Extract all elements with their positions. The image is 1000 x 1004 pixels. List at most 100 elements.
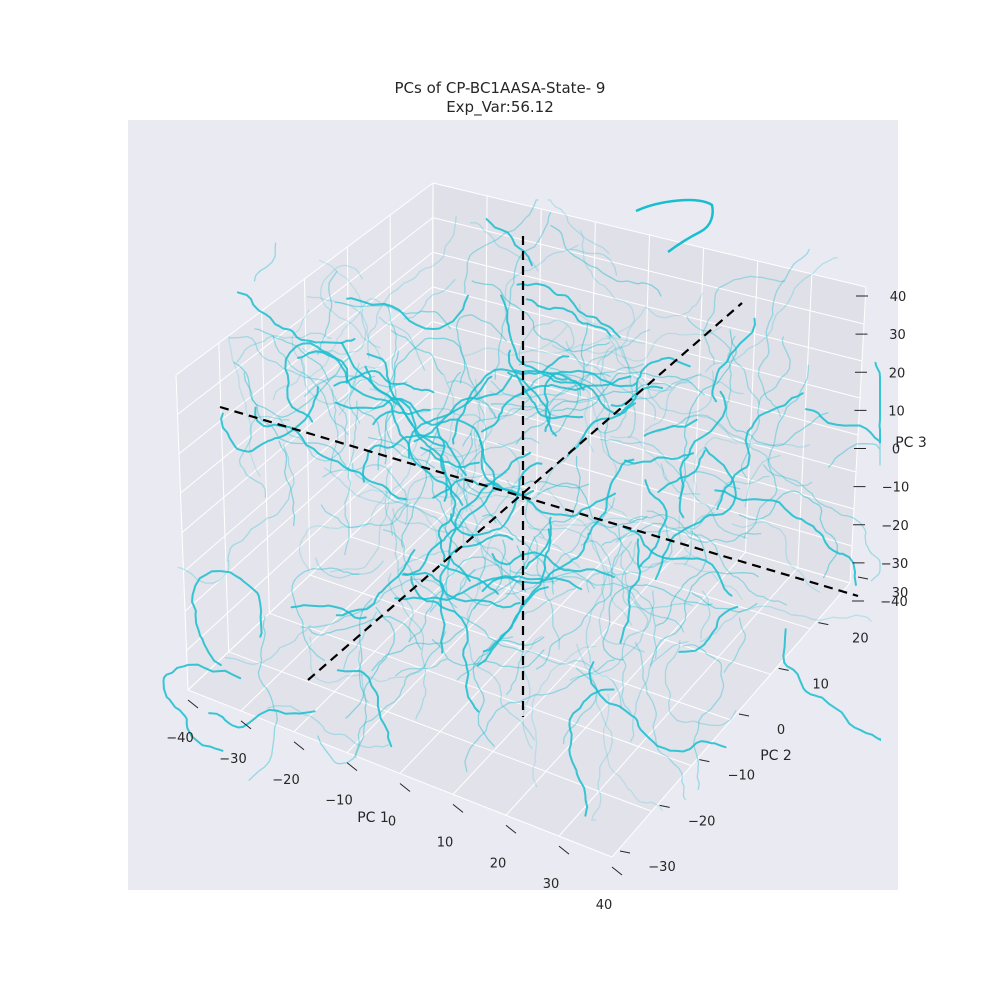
trajectory — [541, 576, 684, 633]
x-tick-mark — [505, 824, 517, 834]
trajectory — [494, 211, 552, 380]
trajectory — [272, 309, 310, 401]
trajectory — [482, 528, 552, 653]
trajectory — [699, 605, 872, 643]
trajectory — [644, 381, 693, 432]
x-tick-mark — [611, 866, 623, 876]
trajectory — [397, 443, 521, 572]
trajectory — [691, 592, 758, 613]
z-tick-label: 30 — [889, 328, 906, 343]
trajectory — [518, 360, 633, 466]
reference-axis-pc1 — [219, 405, 859, 598]
trajectory — [543, 369, 638, 437]
trajectory — [716, 392, 804, 510]
trajectory — [403, 278, 456, 320]
trajectory — [355, 631, 447, 759]
trajectory — [634, 641, 686, 801]
gridline — [346, 246, 352, 537]
trajectory — [700, 590, 711, 640]
trajectory — [468, 642, 535, 741]
trajectory — [637, 479, 668, 569]
x-tick-label: −30 — [219, 752, 246, 767]
pane-left — [176, 183, 433, 690]
trajectory — [683, 512, 715, 566]
trajectory — [782, 628, 881, 742]
y-tick-label: −10 — [728, 769, 755, 784]
trajectory — [348, 375, 376, 424]
trajectory — [569, 549, 649, 681]
trajectory — [743, 364, 809, 539]
trajectory — [628, 513, 787, 606]
trajectory — [481, 532, 590, 592]
trajectory — [315, 557, 384, 579]
trajectory — [334, 375, 513, 426]
trajectory — [507, 371, 551, 433]
x-tick-mark — [293, 741, 305, 751]
gridline — [269, 612, 692, 767]
z-axis-label: PC 3 — [895, 435, 927, 451]
trajectory — [491, 551, 615, 579]
trajectory — [644, 292, 704, 319]
trajectory — [358, 489, 438, 548]
trajectory — [395, 658, 448, 677]
trajectory — [436, 426, 457, 562]
trajectory — [731, 521, 821, 593]
trajectory — [588, 458, 635, 535]
trajectory — [298, 490, 391, 574]
trajectory — [615, 475, 770, 543]
trajectory — [550, 224, 662, 297]
trajectory — [723, 617, 746, 673]
y-tick-label: 10 — [812, 677, 829, 692]
gridline — [432, 217, 865, 325]
trajectory — [630, 640, 689, 742]
trajectory — [340, 341, 414, 426]
trajectory — [744, 454, 781, 508]
y-tick-label: −30 — [648, 860, 675, 875]
trajectory — [233, 356, 351, 418]
trajectory — [727, 335, 736, 403]
trajectory — [585, 326, 722, 362]
y-tick-label: 30 — [892, 586, 909, 601]
x-axis-label: PC 1 — [357, 810, 389, 826]
trajectory — [533, 536, 560, 650]
trajectory — [805, 361, 881, 444]
trajectory — [454, 522, 504, 579]
trajectory — [335, 549, 416, 617]
trajectory — [463, 325, 568, 357]
trajectory — [384, 337, 466, 465]
trajectory — [473, 455, 581, 610]
trajectory — [546, 487, 633, 626]
trajectory — [278, 388, 348, 462]
gridline — [432, 251, 863, 362]
trajectory — [655, 530, 707, 627]
trajectory — [507, 349, 584, 420]
trajectory — [290, 604, 367, 620]
trajectory — [740, 336, 791, 479]
trajectory — [490, 403, 568, 418]
gridline — [175, 374, 189, 691]
trajectory — [757, 248, 810, 417]
trajectory — [643, 418, 698, 437]
trajectory — [485, 218, 533, 267]
trajectory — [579, 510, 673, 568]
trajectory — [601, 522, 762, 546]
trajectory — [369, 388, 484, 423]
trajectory — [450, 471, 508, 544]
trajectory — [344, 400, 359, 556]
trajectory — [482, 514, 555, 585]
x-tick-label: 10 — [437, 835, 454, 850]
chart-subtitle: Exp_Var:56.12 — [446, 98, 554, 116]
trajectory — [602, 693, 663, 812]
trajectory — [308, 616, 422, 650]
y-tick-mark — [699, 759, 710, 763]
trajectory — [334, 301, 451, 329]
trajectory — [660, 463, 701, 495]
trajectory — [243, 372, 354, 472]
trajectory — [302, 298, 381, 355]
trajectory — [329, 423, 437, 573]
y-tick-mark — [857, 576, 869, 580]
trajectory — [401, 439, 496, 577]
y-tick-mark — [659, 804, 670, 808]
